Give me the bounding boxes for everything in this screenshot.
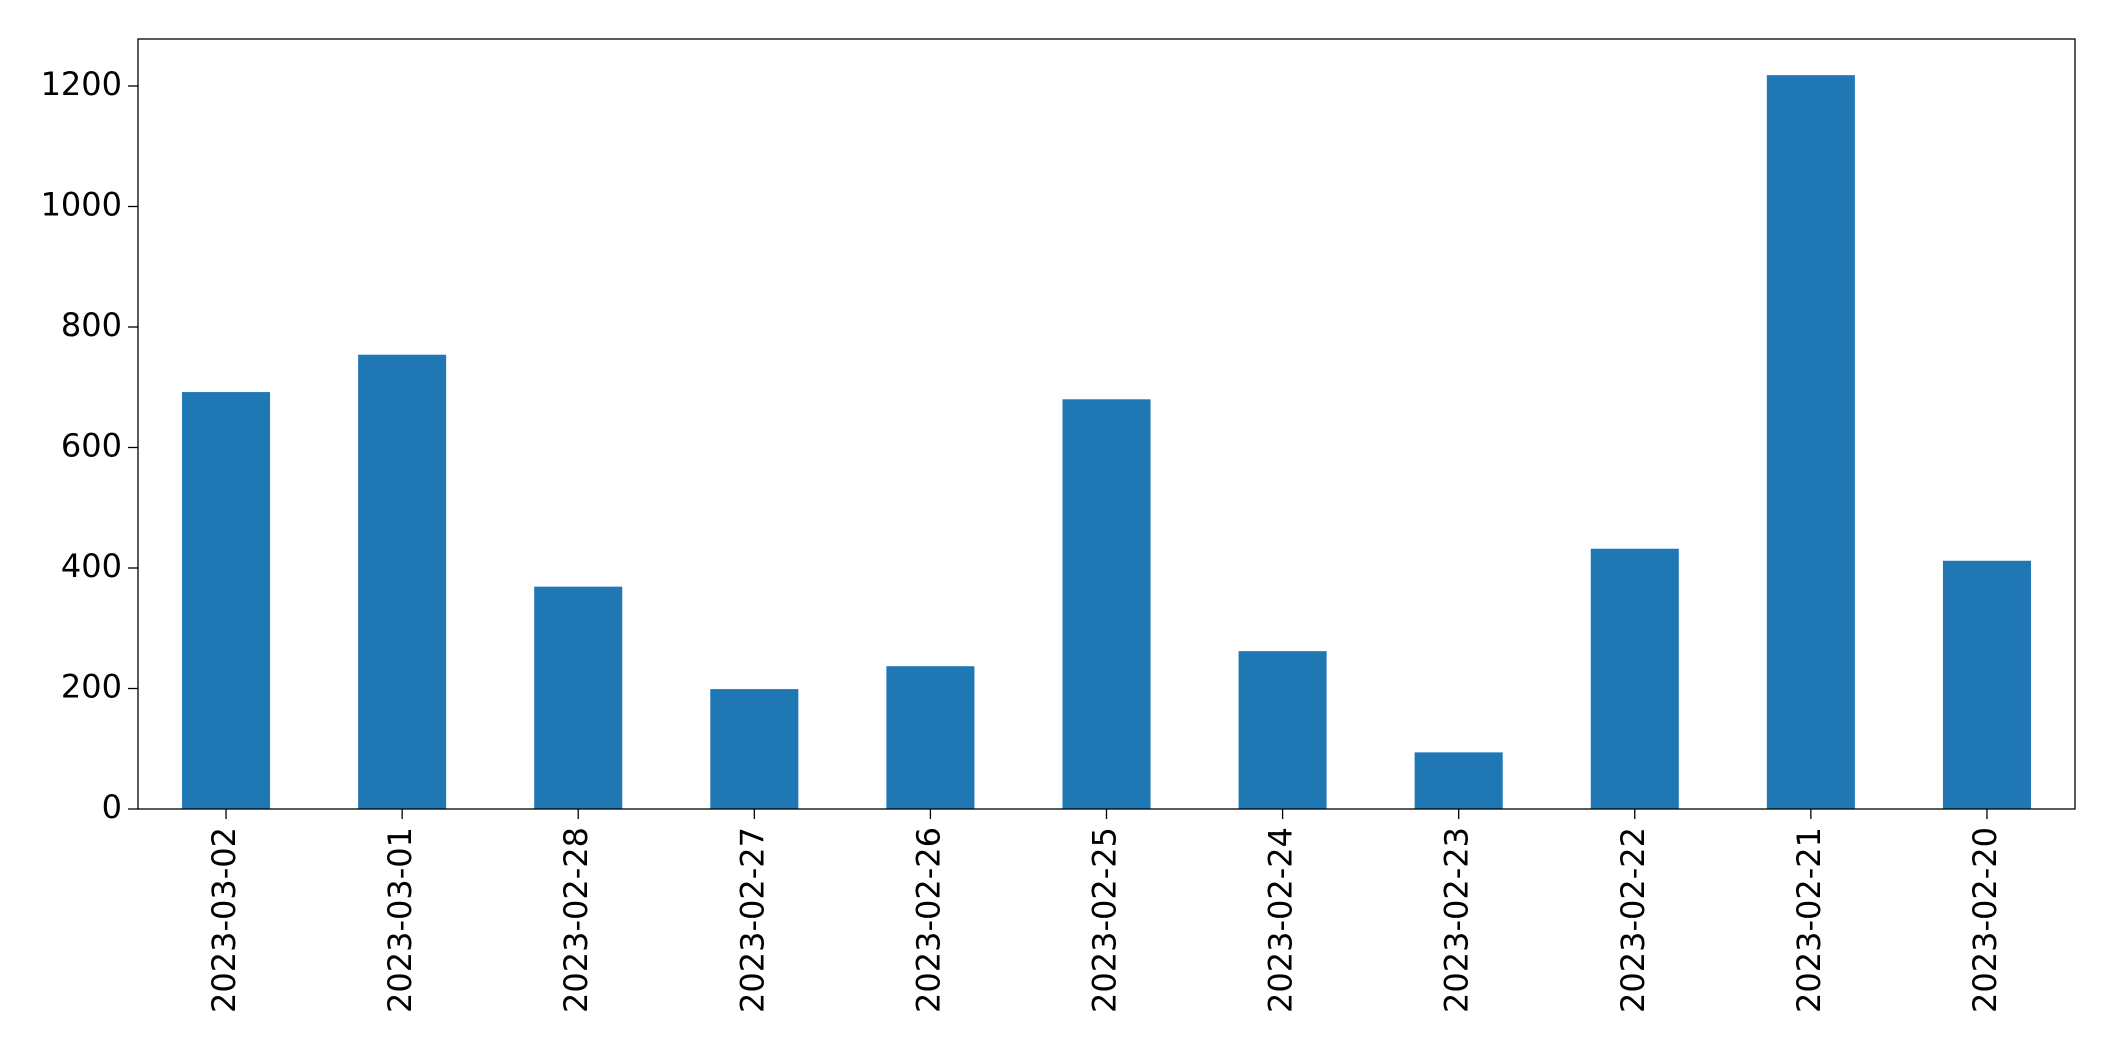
x-tick-label: 2023-02-28 (557, 827, 595, 1013)
y-tick-label: 1200 (41, 65, 122, 103)
x-tick-label: 2023-02-27 (733, 827, 771, 1013)
bar (1590, 548, 1679, 809)
bar (358, 354, 447, 809)
y-tick-label: 400 (61, 547, 122, 585)
bar (1942, 560, 2031, 809)
plot-frame (137, 38, 2076, 810)
bar (1238, 651, 1327, 809)
bar (1414, 752, 1503, 809)
x-tick-label: 2023-02-26 (909, 827, 947, 1013)
y-tick-label: 800 (61, 306, 122, 344)
bar (886, 666, 975, 809)
x-tick-label: 2023-02-25 (1086, 827, 1124, 1013)
x-tick-label: 2023-02-20 (1966, 827, 2004, 1013)
y-tick-label: 200 (61, 667, 122, 705)
bar (182, 392, 271, 809)
bar (1766, 75, 1855, 809)
y-tick-label: 0 (102, 788, 122, 826)
x-tick-label: 2023-03-01 (381, 827, 419, 1013)
bar (710, 689, 799, 809)
x-tick-label: 2023-02-23 (1438, 827, 1476, 1013)
bar (534, 586, 623, 809)
x-tick-label: 2023-02-21 (1790, 827, 1828, 1013)
y-tick-label: 1000 (41, 185, 122, 223)
x-tick-label: 2023-03-02 (205, 827, 243, 1013)
y-tick-label: 600 (61, 426, 122, 464)
bar (1062, 399, 1151, 809)
x-tick-label: 2023-02-22 (1614, 827, 1652, 1013)
x-tick-label: 2023-02-24 (1262, 827, 1300, 1013)
